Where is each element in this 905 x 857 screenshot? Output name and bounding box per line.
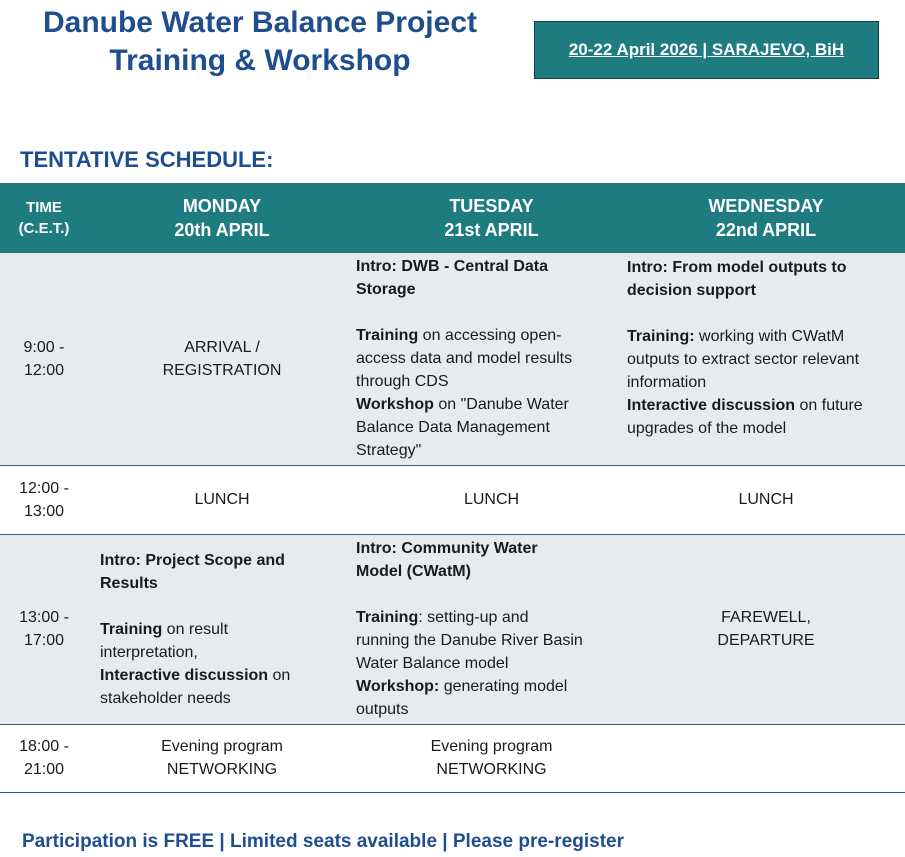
monday-morning-cell: ARRIVAL / REGISTRATION [88, 253, 356, 466]
footer-note: Participation is FREE | Limited seats av… [22, 831, 624, 852]
time-cell: 13:00 - 17:00 [0, 534, 88, 725]
schedule-heading: TENTATIVE SCHEDULE: [20, 147, 274, 172]
table-row-afternoon: 13:00 - 17:00 Intro: Project Scope and R… [0, 534, 905, 725]
monday-afternoon-cell: Intro: Project Scope and Results Trainin… [88, 534, 356, 725]
tuesday-afternoon-cell: Intro: Community Water Model (CWatM) Tra… [356, 534, 627, 725]
header-wednesday: WEDNESDAY 22nd APRIL [627, 183, 905, 253]
tuesday-morning-cell: Intro: DWB - Central Data Storage Traini… [356, 253, 627, 466]
monday-lunch-cell: LUNCH [88, 465, 356, 535]
header-tuesday: TUESDAY 21st APRIL [356, 183, 627, 253]
tuesday-evening-cell: Evening program NETWORKING [356, 724, 627, 793]
date-location-badge: 20-22 April 2026 | SARAJEVO, BiH [534, 21, 879, 79]
monday-evening-cell: Evening program NETWORKING [88, 724, 356, 793]
wednesday-evening-cell [627, 724, 905, 793]
wednesday-morning-cell: Intro: From model outputs to decision su… [627, 253, 905, 466]
header-monday: MONDAY 20th APRIL [88, 183, 356, 253]
table-header-row: TIME (C.E.T.) MONDAY 20th APRIL TUESDAY … [0, 183, 905, 253]
tuesday-lunch-cell: LUNCH [356, 465, 627, 535]
table-row-morning: 9:00 - 12:00 ARRIVAL / REGISTRATION Intr… [0, 253, 905, 466]
schedule-table: TIME (C.E.T.) MONDAY 20th APRIL TUESDAY … [0, 183, 905, 793]
time-cell: 9:00 - 12:00 [0, 253, 88, 466]
wednesday-lunch-cell: LUNCH [627, 465, 905, 535]
date-location-text: 20-22 April 2026 | SARAJEVO, BiH [568, 40, 845, 59]
table-row-evening: 18:00 - 21:00 Evening program NETWORKING… [0, 724, 905, 793]
time-cell: 12:00 - 13:00 [0, 465, 88, 535]
wednesday-afternoon-cell: FAREWELL, DEPARTURE [627, 534, 905, 725]
page-title: Danube Water Balance Project Training & … [0, 4, 520, 80]
header-time: TIME (C.E.T.) [0, 183, 88, 253]
title-line-1: Danube Water Balance Project [42, 6, 478, 39]
table-row-lunch: 12:00 - 13:00 LUNCH LUNCH LUNCH [0, 465, 905, 535]
time-cell: 18:00 - 21:00 [0, 724, 88, 793]
title-line-2: Training & Workshop [109, 44, 411, 77]
